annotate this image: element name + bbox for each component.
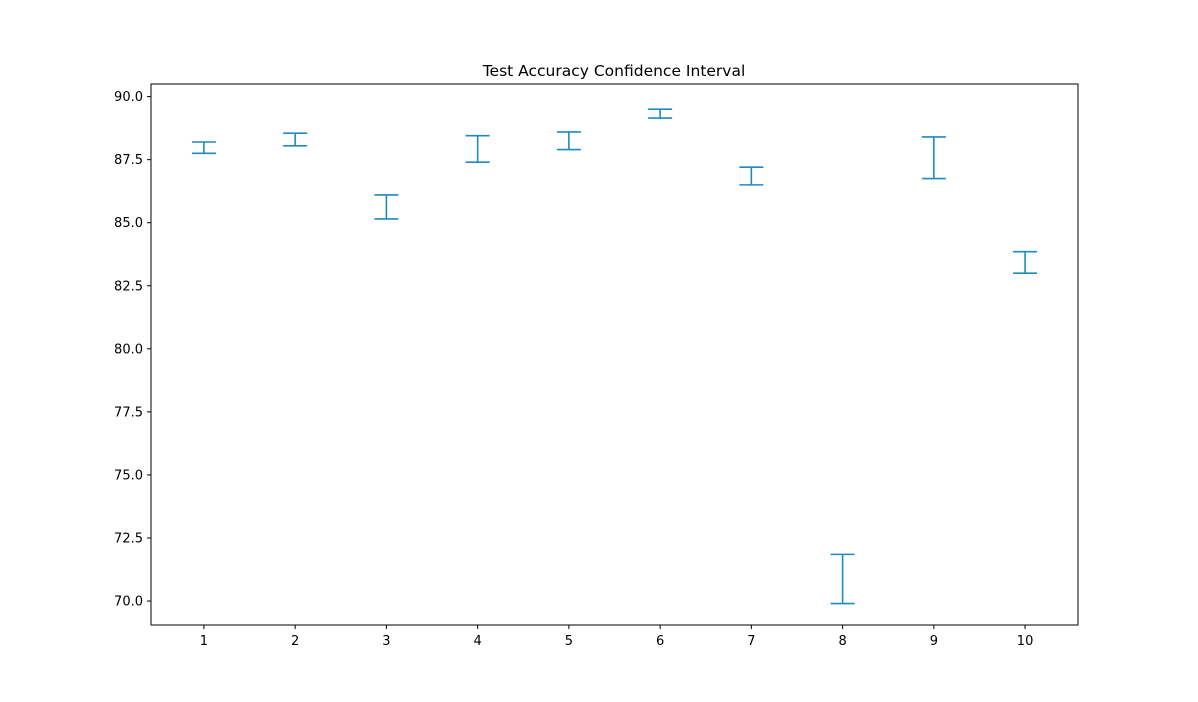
y-tick-label: 82.5 (114, 279, 143, 294)
x-tick-label: 1 (200, 634, 208, 649)
y-axis: 70.0 72.5 75.0 77.5 80.0 82.5 85.0 87.5 90.0 (114, 90, 151, 610)
errorbar-10 (1013, 250, 1038, 274)
x-tick-label: 2 (291, 634, 299, 649)
y-tick-label: 80.0 (114, 342, 143, 357)
errorbar-3 (374, 194, 399, 220)
y-tick-label: 77.5 (114, 405, 143, 420)
x-tick-label: 5 (565, 634, 573, 649)
errorbar-7 (739, 166, 764, 186)
y-tick-label: 70.0 (114, 595, 143, 610)
y-tick-label: 87.5 (114, 153, 143, 168)
errorbar-4 (465, 134, 490, 163)
chart-title: Test Accuracy Confidence Interval (482, 62, 746, 80)
x-tick-label: 8 (838, 634, 846, 649)
x-tick-label: 3 (382, 634, 390, 649)
x-axis: 1 2 3 4 5 6 7 8 9 10 (200, 625, 1034, 649)
errorbar-1 (191, 141, 216, 155)
errorbar-2 (283, 132, 308, 147)
errorbar-group (191, 108, 1038, 605)
errorbar-8 (830, 553, 855, 605)
y-tick-label: 90.0 (114, 90, 143, 105)
errorbar-9 (921, 136, 946, 180)
x-tick-label: 4 (473, 634, 481, 649)
errorbar-6 (648, 108, 673, 119)
x-tick-label: 6 (656, 634, 664, 649)
x-tick-label: 7 (747, 634, 755, 649)
y-tick-label: 85.0 (114, 216, 143, 231)
errorbar-5 (556, 131, 581, 151)
plot-frame (150, 83, 1079, 626)
y-tick-label: 75.0 (114, 468, 143, 483)
y-tick-label: 72.5 (114, 531, 143, 546)
x-tick-label: 9 (930, 634, 938, 649)
x-tick-label: 10 (1017, 634, 1034, 649)
